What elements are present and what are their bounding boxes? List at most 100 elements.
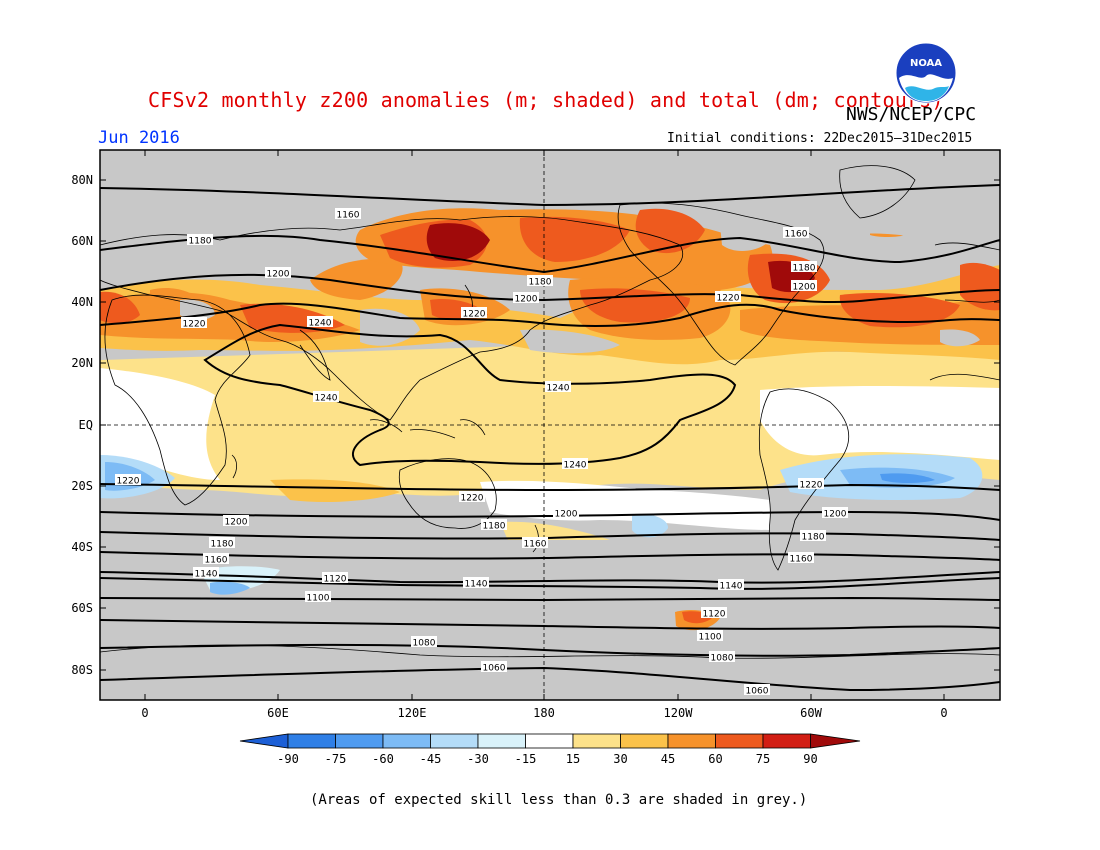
svg-text:1220: 1220 — [463, 310, 486, 320]
noaa-logo-icon: NOAA — [895, 42, 957, 104]
colorbar-label: -60 — [372, 752, 394, 766]
contour-label: 1220 — [181, 317, 207, 330]
colorbar-swatch — [525, 733, 574, 749]
lon-label: 180 — [533, 706, 555, 720]
svg-text:1220: 1220 — [717, 294, 740, 304]
contour-label: 1180 — [187, 234, 213, 247]
colorbar-label: 60 — [708, 752, 722, 766]
colorbar-label: 45 — [661, 752, 675, 766]
contour-label: 1100 — [697, 630, 723, 643]
contour-label: 1080 — [411, 636, 437, 649]
colorbar-swatch — [430, 733, 479, 749]
contour-label: 1200 — [265, 267, 291, 280]
svg-text:1220: 1220 — [183, 320, 206, 330]
contour-label: 1240 — [307, 316, 333, 329]
contour-label: 1220 — [115, 474, 141, 487]
colorbar: -90 -75 -60 -45 -30 -15 15 30 45 60 75 90 — [239, 733, 861, 766]
colorbar-swatch — [477, 733, 526, 749]
contour-label: 1180 — [791, 261, 817, 274]
svg-text:1200: 1200 — [555, 510, 578, 520]
contour-label: 1060 — [481, 661, 507, 674]
contour-label: 1080 — [709, 651, 735, 664]
contour-label: 1200 — [513, 292, 539, 305]
forecast-month: Jun 2016 — [98, 128, 180, 148]
svg-text:1240: 1240 — [547, 384, 570, 394]
svg-text:1060: 1060 — [483, 664, 506, 674]
footnote: (Areas of expected skill less than 0.3 a… — [310, 792, 808, 808]
contour-label: 1240 — [562, 458, 588, 471]
svg-text:1140: 1140 — [720, 582, 743, 592]
contour-label: 1220 — [461, 307, 487, 320]
svg-text:1240: 1240 — [315, 394, 338, 404]
svg-text:1120: 1120 — [703, 610, 726, 620]
longitude-ticks: 0 60E 120E 180 120W 60W 0 — [141, 150, 948, 720]
colorbar-arrow-left — [239, 733, 289, 749]
contour-label: 1140 — [718, 579, 744, 592]
contour-label: 1160 — [335, 208, 361, 221]
colorbar-label: 75 — [756, 752, 770, 766]
svg-text:1220: 1220 — [800, 481, 823, 491]
colorbar-label: -15 — [515, 752, 537, 766]
lat-label: 20N — [71, 356, 93, 370]
svg-text:1240: 1240 — [309, 319, 332, 329]
figure-title: CFSv2 monthly z200 anomalies (m; shaded)… — [148, 88, 944, 112]
svg-text:1180: 1180 — [189, 237, 212, 247]
contour-label: 1160 — [788, 552, 814, 565]
height-contours — [100, 184, 1000, 692]
colorbar-swatch — [620, 733, 669, 749]
svg-text:1220: 1220 — [461, 494, 484, 504]
svg-text:1100: 1100 — [307, 594, 330, 604]
lon-label: 120E — [398, 706, 427, 720]
lat-label: 80N — [71, 173, 93, 187]
svg-text:NOAA: NOAA — [910, 58, 942, 69]
svg-text:1240: 1240 — [564, 461, 587, 471]
svg-text:1180: 1180 — [211, 540, 234, 550]
svg-text:1100: 1100 — [699, 633, 722, 643]
svg-text:1080: 1080 — [711, 654, 734, 664]
svg-text:1160: 1160 — [205, 556, 228, 566]
colorbar-label: -45 — [420, 752, 442, 766]
lat-label: 20S — [71, 479, 93, 493]
colorbar-swatch — [287, 733, 336, 749]
svg-text:1180: 1180 — [529, 278, 552, 288]
svg-text:1180: 1180 — [483, 522, 506, 532]
contour-label: 1200 — [822, 507, 848, 520]
colorbar-swatch — [667, 733, 716, 749]
svg-text:1180: 1180 — [802, 533, 825, 543]
contour-label: 1180 — [481, 519, 507, 532]
svg-text:1160: 1160 — [337, 211, 360, 221]
agency-label: NWS/NCEP/CPC — [846, 104, 977, 125]
contour-label: 1160 — [783, 227, 809, 240]
latitude-ticks: 80N 60N 40N 20N EQ 20S 40S 60S 80S — [71, 173, 1000, 677]
lon-label: 60E — [267, 706, 289, 720]
contour-label: 1140 — [193, 567, 219, 580]
svg-text:1080: 1080 — [413, 639, 436, 649]
colorbar-label: 15 — [566, 752, 580, 766]
svg-text:1120: 1120 — [324, 575, 347, 585]
contour-label: 1220 — [459, 491, 485, 504]
svg-text:1200: 1200 — [267, 270, 290, 280]
lat-label: EQ — [79, 418, 93, 432]
contour-label: 1120 — [322, 572, 348, 585]
lat-label: 60N — [71, 234, 93, 248]
svg-text:1160: 1160 — [790, 555, 813, 565]
contour-label: 1060 — [744, 684, 770, 697]
contour-label: 1240 — [545, 381, 571, 394]
svg-text:1200: 1200 — [225, 518, 248, 528]
contour-label: 1180 — [800, 530, 826, 543]
contour-label: 1200 — [223, 515, 249, 528]
lat-label: 80S — [71, 663, 93, 677]
colorbar-swatch — [762, 733, 811, 749]
svg-text:1200: 1200 — [793, 283, 816, 293]
contour-label: 1180 — [209, 537, 235, 550]
svg-text:1200: 1200 — [515, 295, 538, 305]
contour-label: 1220 — [798, 478, 824, 491]
lat-label: 60S — [71, 601, 93, 615]
colorbar-label: -90 — [277, 752, 299, 766]
colorbar-swatch — [572, 733, 621, 749]
initial-conditions: Initial conditions: 22Dec2015–31Dec2015 — [667, 131, 973, 146]
colorbar-label: -75 — [325, 752, 347, 766]
svg-text:1180: 1180 — [793, 264, 816, 274]
contour-label: 1240 — [313, 391, 339, 404]
